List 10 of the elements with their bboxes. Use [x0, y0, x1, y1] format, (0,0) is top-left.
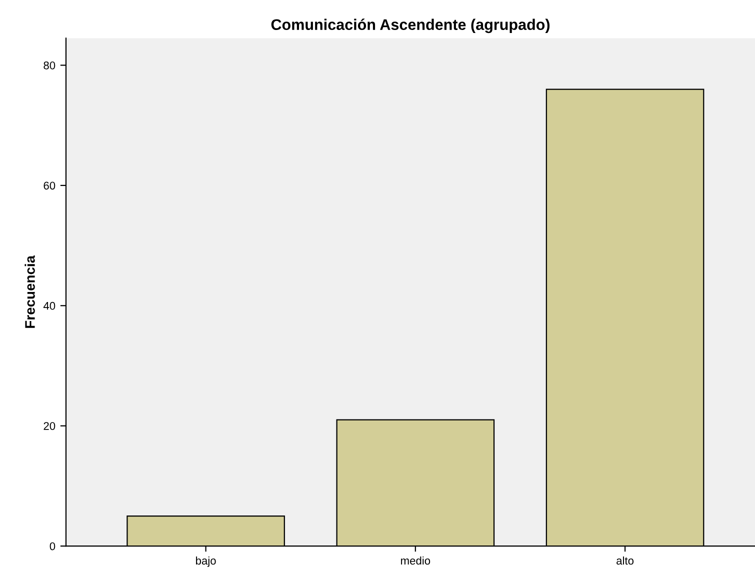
y-tick-label: 60	[44, 182, 56, 190]
x-tick-label: alto	[616, 556, 634, 565]
y-axis-title: Frecuencia	[24, 255, 35, 328]
y-tick-label: 0	[50, 542, 56, 550]
y-tick-label: 40	[43, 302, 56, 310]
y-tick-label: 20	[44, 422, 56, 430]
x-tick-label: medio	[401, 556, 430, 565]
y-tick-label: 80	[44, 62, 56, 70]
x-tick-label: bajo	[196, 556, 216, 567]
chart-title: Comunicación Ascendente (agrupado)	[271, 18, 550, 34]
